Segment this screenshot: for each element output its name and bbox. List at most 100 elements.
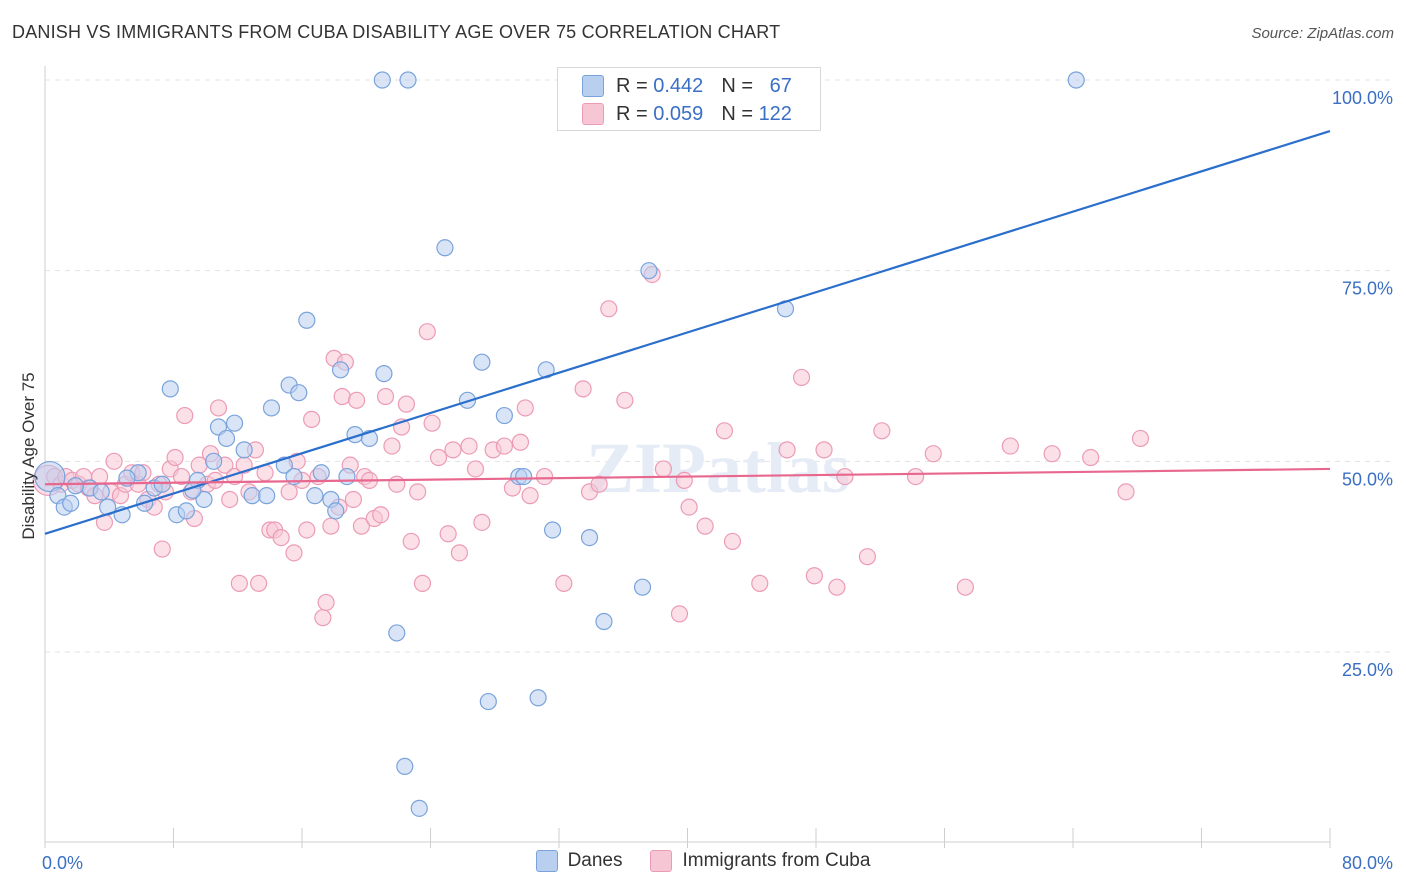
- cuba-point: [590, 475, 608, 493]
- danes-point: [473, 353, 491, 371]
- cuba-point: [230, 574, 248, 592]
- legend-row-cuba: R = 0.059 N = 122: [582, 101, 792, 127]
- n-value-cuba: 122: [758, 102, 792, 125]
- n-label: N =: [721, 74, 753, 97]
- danes-swatch: [582, 75, 604, 97]
- cuba-point: [792, 368, 811, 387]
- r-value-cuba: 0.059: [653, 102, 704, 125]
- cuba-point: [372, 506, 390, 524]
- cuba-point: [924, 445, 942, 463]
- cuba-point: [495, 437, 513, 455]
- cuba-point: [1117, 483, 1135, 501]
- cuba-point: [176, 406, 194, 425]
- y-tick-label: 100.0%: [1332, 88, 1393, 108]
- danes-point: [373, 71, 391, 89]
- source-credit: Source: ZipAtlas.com: [1251, 25, 1394, 42]
- n-label: N =: [721, 102, 753, 125]
- y-tick-label: 75.0%: [1342, 279, 1393, 299]
- watermark: ZIPatlas: [586, 428, 850, 508]
- cuba-point: [303, 410, 321, 428]
- y-tick-label: 25.0%: [1342, 660, 1393, 680]
- axes: [44, 66, 1331, 848]
- danes-point: [595, 612, 613, 631]
- cuba-point: [348, 391, 366, 409]
- cuba-point: [466, 460, 485, 478]
- y-axis-label: Disability Age Over 75: [19, 372, 38, 539]
- cuba-point: [285, 544, 303, 562]
- cuba-point: [723, 532, 742, 551]
- cuba-point: [1043, 445, 1061, 463]
- r-value-danes: 0.442: [653, 74, 704, 97]
- cuba-point: [298, 521, 316, 539]
- danes-point: [177, 502, 195, 520]
- chart-title: DANISH VS IMMIGRANTS FROM CUBA DISABILIT…: [12, 22, 781, 42]
- cuba-point: [418, 323, 436, 341]
- danes-point: [66, 477, 85, 495]
- cuba-point: [423, 414, 441, 432]
- cuba-point: [388, 475, 406, 493]
- stats-legend: R = 0.442 N = 67 R = 0.059 N = 122: [557, 67, 821, 131]
- cuba-point: [250, 574, 268, 592]
- cuba-point: [413, 574, 432, 592]
- cuba-point: [444, 441, 462, 459]
- danes-point: [327, 502, 345, 520]
- danes-point: [515, 467, 533, 486]
- cuba-legend-swatch: [650, 850, 673, 872]
- danes-point: [306, 487, 324, 505]
- cuba-point: [511, 433, 530, 451]
- cuba-point: [680, 498, 698, 516]
- cuba-point: [1131, 429, 1150, 448]
- danes-point: [495, 406, 513, 425]
- danes-point: [436, 239, 454, 257]
- cuba-point: [153, 540, 171, 558]
- danes-point: [396, 757, 414, 776]
- cuba-point: [751, 574, 769, 592]
- cuba-point: [670, 605, 689, 623]
- danes-point: [529, 689, 547, 707]
- cuba-point: [209, 399, 228, 417]
- cuba-point: [858, 548, 877, 566]
- cuba-point: [314, 609, 332, 627]
- cuba-point: [221, 490, 239, 509]
- cuba-point: [280, 483, 298, 501]
- cuba-point: [409, 483, 427, 501]
- danes-point: [399, 71, 417, 89]
- tick-labels: 25.0% 50.0% 75.0% 100.0% 0.0% 80.0%: [42, 88, 1393, 873]
- trend-lines: [44, 130, 1331, 535]
- x-tick-label-min: 0.0%: [42, 853, 83, 873]
- cuba-point: [450, 544, 469, 562]
- cuba-point: [344, 490, 362, 509]
- cuba-point: [516, 399, 534, 417]
- cuba-trend-line: [44, 467, 1331, 486]
- cuba-point: [616, 391, 634, 409]
- cuba-point: [836, 467, 854, 486]
- cuba-point: [383, 437, 401, 455]
- danes-point: [640, 262, 658, 280]
- danes-point: [258, 487, 276, 505]
- cuba-point: [696, 517, 714, 535]
- danes-trend-line: [44, 130, 1331, 535]
- cuba-point: [873, 422, 891, 440]
- cuba-point: [675, 471, 693, 489]
- cuba-point: [352, 517, 371, 535]
- cuba-point: [535, 467, 554, 486]
- cuba-point: [906, 467, 925, 486]
- cuba-point: [166, 448, 184, 467]
- cuba-point: [333, 387, 351, 406]
- cuba-point: [574, 380, 592, 398]
- danes-point: [388, 624, 406, 642]
- danes-point: [161, 380, 179, 398]
- cuba-point: [1082, 448, 1100, 467]
- danes-point: [312, 464, 330, 482]
- cuba-point: [600, 300, 618, 318]
- danes-point: [298, 311, 316, 329]
- danes-point: [243, 487, 261, 505]
- danes-point: [543, 521, 562, 539]
- danes-point: [580, 528, 599, 547]
- cuba-point: [654, 460, 673, 478]
- legend-item-danes: Danes: [535, 850, 622, 872]
- cuba-point: [473, 513, 491, 531]
- cuba-point: [715, 422, 734, 440]
- cuba-point: [172, 467, 191, 486]
